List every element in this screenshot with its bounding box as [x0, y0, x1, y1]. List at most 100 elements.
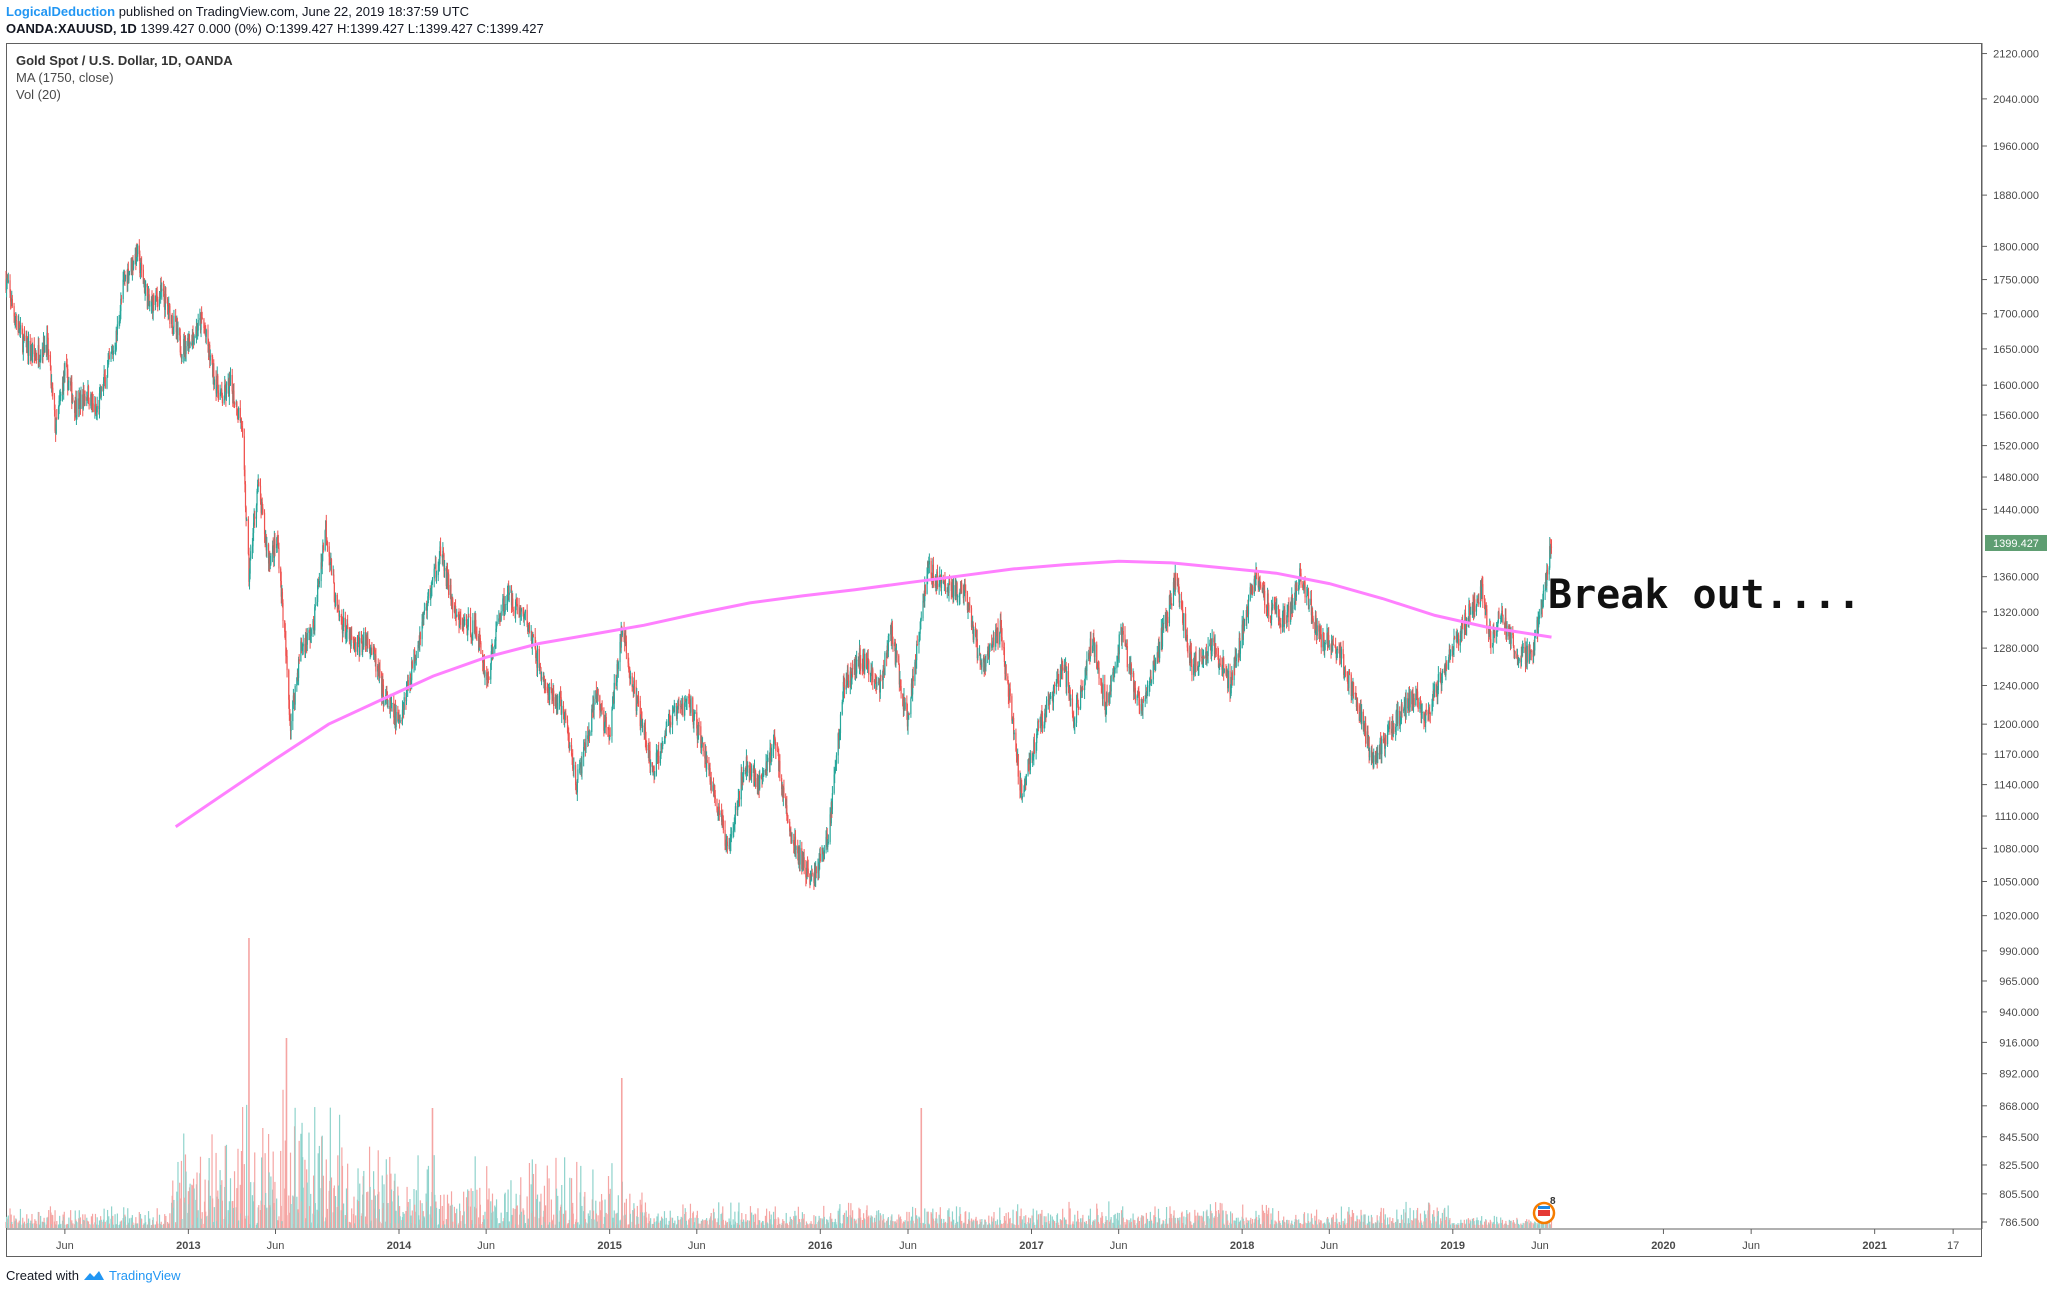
candle-body: [1074, 722, 1076, 727]
candle-body: [931, 574, 933, 580]
volume-bar: [1274, 1220, 1276, 1228]
candle-body: [742, 769, 745, 783]
volume-bar: [1114, 1213, 1116, 1228]
candle-body: [229, 374, 232, 385]
candle-body: [367, 637, 369, 645]
volume-bar: [1191, 1224, 1193, 1228]
volume-bar: [1239, 1220, 1242, 1228]
volume-bar: [576, 1161, 578, 1228]
candle-body: [843, 681, 845, 686]
candle-body: [924, 584, 926, 594]
candle-body: [314, 605, 316, 608]
candle-body: [145, 284, 147, 288]
volume-bar: [755, 1214, 757, 1228]
volume-bar: [330, 1177, 333, 1228]
volume-bar: [912, 1220, 914, 1228]
candle-body: [688, 696, 690, 698]
candle-body: [162, 288, 165, 291]
candle-body: [576, 779, 578, 793]
candle-body: [249, 558, 251, 574]
volume-bar: [1280, 1224, 1282, 1228]
candle-body: [1013, 717, 1015, 735]
volume-bar: [463, 1191, 465, 1228]
volume-bar: [1258, 1218, 1261, 1228]
candle-body: [1077, 698, 1079, 705]
volume-bar: [161, 1224, 163, 1228]
candle-body: [564, 715, 566, 720]
candle-body: [906, 702, 908, 711]
author-link[interactable]: LogicalDeduction: [6, 4, 116, 19]
volume-bar: [1235, 1217, 1237, 1228]
candle-body: [87, 386, 90, 404]
candle-body: [685, 699, 687, 702]
volume-bar: [180, 1160, 183, 1228]
volume-bar: [609, 1188, 611, 1228]
candle-body: [66, 366, 68, 369]
volume-bars: [5, 938, 1553, 1228]
candle-body: [609, 735, 611, 737]
candle-body: [409, 677, 411, 688]
volume-bar: [702, 1220, 704, 1228]
candle-body: [342, 626, 344, 634]
volume-bar: [690, 1218, 692, 1228]
candle-body: [867, 657, 869, 670]
candle-body: [54, 410, 56, 431]
volume-bar: [157, 1223, 159, 1228]
candle-body: [430, 588, 432, 594]
volume-bar: [1157, 1208, 1160, 1228]
candle-body: [568, 735, 570, 742]
candle-body: [907, 719, 909, 727]
candle-body: [487, 678, 490, 680]
volume-bar: [112, 1224, 114, 1228]
candle-body: [151, 299, 153, 301]
candle-body: [583, 747, 585, 758]
candle-body: [1159, 649, 1161, 659]
candle-body: [842, 681, 844, 701]
candle-body: [748, 765, 750, 774]
candle-body: [918, 633, 921, 639]
candle-body: [31, 344, 34, 357]
candle-body: [772, 741, 775, 750]
volume-bar: [1312, 1224, 1314, 1228]
candle-body: [1126, 646, 1128, 668]
volume-bar: [52, 1215, 54, 1228]
candle-body: [1176, 580, 1179, 586]
candle-body: [559, 694, 562, 698]
candle-body: [581, 757, 583, 774]
volume-bar: [1445, 1216, 1448, 1228]
candle-body: [141, 263, 143, 270]
volume-bar: [149, 1218, 151, 1228]
volume-bar: [314, 1203, 316, 1228]
candle-body: [305, 634, 307, 645]
volume-bar: [1173, 1210, 1175, 1228]
candle-body: [1011, 719, 1014, 721]
volume-bar: [663, 1211, 666, 1228]
volume-bar: [1429, 1220, 1431, 1228]
volume-bar: [1069, 1208, 1071, 1228]
candle-body: [104, 373, 106, 377]
candle-body: [450, 584, 452, 600]
volume-bar: [310, 1222, 312, 1228]
candle-body: [1023, 789, 1025, 797]
volume-bar: [1108, 1201, 1110, 1228]
candle-body: [72, 398, 74, 401]
candle-body: [1138, 695, 1140, 698]
volume-bar: [334, 1196, 337, 1228]
candle-body: [522, 608, 524, 614]
volume-bar: [770, 1214, 772, 1228]
candle-body: [842, 700, 844, 703]
candle-body: [1078, 706, 1080, 709]
candle-body: [340, 615, 342, 618]
volume-bar: [185, 1171, 187, 1228]
volume-bar: [680, 1216, 682, 1228]
volume-bar: [1089, 1208, 1091, 1228]
candle-body: [1198, 650, 1201, 666]
volume-bar: [1090, 1224, 1092, 1228]
candle-body: [1141, 704, 1143, 707]
volume-bar: [543, 1185, 546, 1228]
candle-body: [631, 676, 633, 687]
candle-body: [30, 353, 32, 356]
volume-bar: [423, 1217, 425, 1228]
volume-bar: [88, 1224, 90, 1228]
